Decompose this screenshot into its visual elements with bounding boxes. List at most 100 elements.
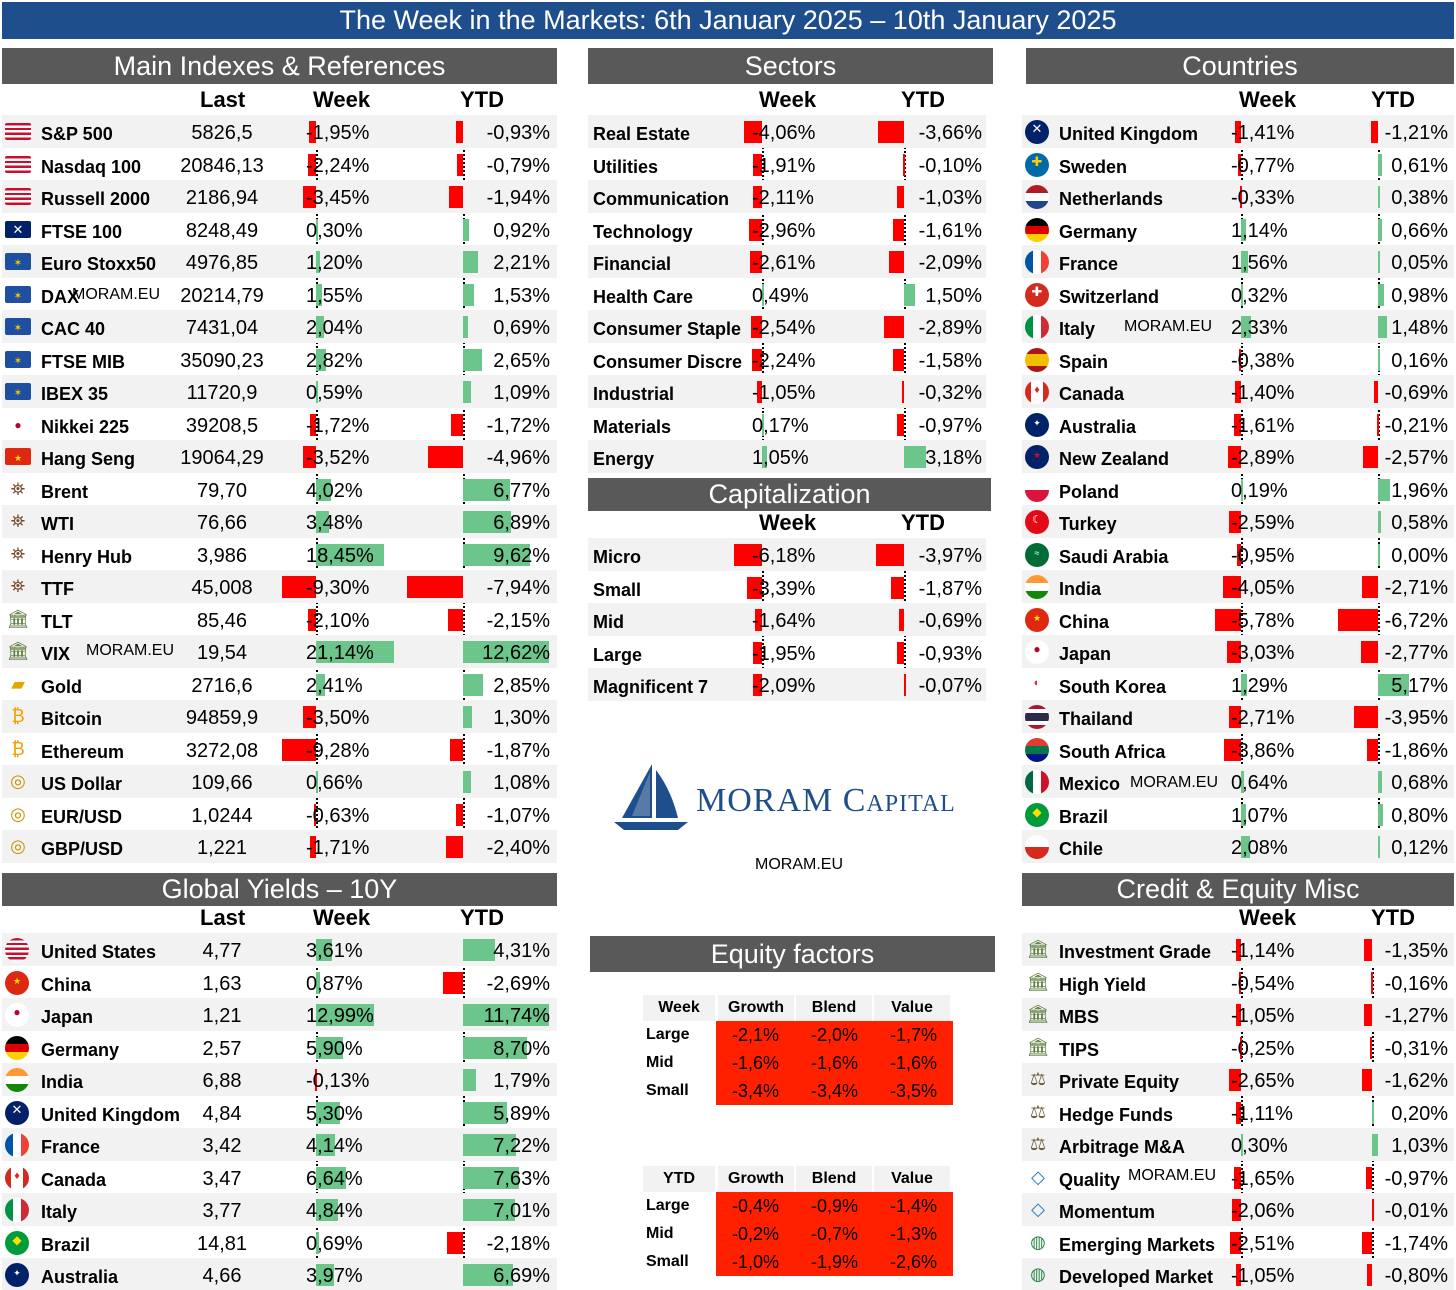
main-row[interactable]: ◎ EUR/USD 1,0244 -0,63% -1,07%: [2, 798, 557, 831]
countries-week-value: 0,19%: [1231, 479, 1288, 502]
main-row[interactable]: ✶ IBEX 35 11720,9 0,59% 1,09%: [2, 375, 557, 408]
sectors-row[interactable]: Technology -2,96% -1,61%: [588, 213, 986, 246]
credit-row[interactable]: 🏛 High Yield -0,54% -0,16%: [1022, 966, 1454, 999]
sectors-row[interactable]: Energy 1,05% 3,18%: [588, 440, 986, 473]
capitalization-row[interactable]: Magnificent 7 -2,09% -0,07%: [588, 668, 986, 701]
main-row[interactable]: ✕ FTSE 100 8248,49 0,30% 0,92%: [2, 213, 557, 246]
credit-row[interactable]: ◍ Emerging Markets -2,51% -1,74%: [1022, 1226, 1454, 1259]
main-last-value: 20214,79: [180, 284, 264, 307]
credit-row[interactable]: ⚖ Private Equity -2,65% -1,62%: [1022, 1063, 1454, 1096]
credit-ytd-bar: [1367, 1264, 1372, 1286]
countries-row[interactable]: South Africa -3,86% -1,86%: [1022, 733, 1454, 766]
countries-ytd-value: 1,48%: [1391, 317, 1448, 339]
main-row[interactable]: Nasdaq 100 20846,13 -2,24% -0,79%: [2, 148, 557, 181]
main-row[interactable]: ⛯ Brent 79,70 4,02% 6,77%: [2, 473, 557, 506]
yields-row[interactable]: India 6,88 -0,13% 1,79%: [2, 1063, 557, 1096]
credit-row[interactable]: ◇ Momentum -2,06% -0,01%: [1022, 1193, 1454, 1226]
countries-row[interactable]: Mexico 0,64% 0,68%: [1022, 765, 1454, 798]
sectors-row[interactable]: Real Estate -4,06% -3,66%: [588, 115, 986, 148]
countries-row[interactable]: ★ China -5,78% -6,72%: [1022, 603, 1454, 636]
credit-row[interactable]: ◍ Developed Market -1,05% -0,80%: [1022, 1258, 1454, 1290]
main-row[interactable]: ✶ FTSE MIB 35090,23 2,82% 2,65%: [2, 343, 557, 376]
main-row[interactable]: 🏛 TLT 85,46 -2,10% -2,15%: [2, 603, 557, 636]
yields-row[interactable]: ✕ United Kingdom 4,84 5,30% 5,89%: [2, 1096, 557, 1129]
main-row[interactable]: ⛯ Henry Hub 3,986 18,45% 9,62%: [2, 538, 557, 571]
capitalization-row[interactable]: Small -3,39% -1,87%: [588, 571, 986, 604]
countries-row[interactable]: ✚ Sweden -0,77% 0,61%: [1022, 148, 1454, 181]
sectors-row[interactable]: Communication -2,11% -1,03%: [588, 180, 986, 213]
capitalization-row[interactable]: Large -1,95% -0,93%: [588, 636, 986, 669]
countries-row[interactable]: ♦ Canada -1,40% -0,69%: [1022, 375, 1454, 408]
sectors-row[interactable]: Health Care 0,49% 1,50%: [588, 278, 986, 311]
sectors-row[interactable]: Materials 0,17% -0,97%: [588, 408, 986, 441]
sectors-row[interactable]: Utilities -1,91% -0,10%: [588, 148, 986, 181]
main-row[interactable]: Russell 2000 2186,94 -3,45% -1,94%: [2, 180, 557, 213]
factors-col-header: Value: [874, 995, 950, 1021]
yields-row[interactable]: ◆ Brazil 14,81 0,69% -2,18%: [2, 1226, 557, 1259]
main-row[interactable]: ● Nikkei 225 39208,5 -1,72% -1,72%: [2, 408, 557, 441]
yields-name: Italy: [41, 1202, 78, 1222]
main-week-value: -3,45%: [306, 187, 370, 209]
credit-row[interactable]: ⚖ Arbitrage M&A 0,30% 1,03%: [1022, 1128, 1454, 1161]
countries-row[interactable]: France 1,56% 0,05%: [1022, 245, 1454, 278]
countries-row[interactable]: Germany 1,14% 0,66%: [1022, 213, 1454, 246]
credit-row[interactable]: 🏛 TIPS -0,25% -0,31%: [1022, 1031, 1454, 1064]
main-row[interactable]: ✶ Euro Stoxx50 4976,85 1,20% 2,21%: [2, 245, 557, 278]
factors-cell: -0,4%: [716, 1192, 795, 1220]
countries-row[interactable]: Chile 2,08% 0,12%: [1022, 830, 1454, 863]
main-row[interactable]: ◎ US Dollar 109,66 0,66% 1,08%: [2, 765, 557, 798]
yields-row[interactable]: Italy 3,77 4,84% 7,01%: [2, 1193, 557, 1226]
main-row[interactable]: ⛯ TTF 45,008 -9,30% -7,94%: [2, 570, 557, 603]
yields-row[interactable]: ♦ Canada 3,47 6,64% 7,63%: [2, 1161, 557, 1194]
sectors-row[interactable]: Consumer Staple -2,54% -2,89%: [588, 310, 986, 343]
main-row[interactable]: ★ Hang Seng 19064,29 -3,52% -4,96%: [2, 440, 557, 473]
countries-row[interactable]: ◆ Brazil 1,07% 0,80%: [1022, 798, 1454, 831]
yields-row[interactable]: ✦ Australia 4,66 3,97% 6,69%: [2, 1258, 557, 1290]
main-row[interactable]: ✶ DAX 20214,79 1,55% 1,53%: [2, 278, 557, 311]
credit-row[interactable]: 🏛 MBS -1,05% -1,27%: [1022, 998, 1454, 1031]
sectors-row[interactable]: Financial -2,61% -2,09%: [588, 245, 986, 278]
countries-row[interactable]: ✦ Australia -1,61% -0,21%: [1022, 408, 1454, 441]
capitalization-row[interactable]: Micro -6,18% -3,97%: [588, 538, 986, 571]
sectors-row[interactable]: Consumer Discre -2,24% -1,58%: [588, 343, 986, 376]
countries-row[interactable]: ★ New Zealand -2,89% -2,57%: [1022, 440, 1454, 473]
main-last-value: 79,70: [196, 479, 248, 502]
main-row[interactable]: ⛯ WTI 76,66 3,48% 6,89%: [2, 505, 557, 538]
credit-row[interactable]: 🏛 Investment Grade -1,14% -1,35%: [1022, 933, 1454, 966]
countries-row[interactable]: Spain -0,38% 0,16%: [1022, 343, 1454, 376]
countries-row[interactable]: Poland 0,19% 1,96%: [1022, 473, 1454, 506]
capitalization-row[interactable]: Mid -1,64% -0,69%: [588, 603, 986, 636]
countries-row[interactable]: ● Japan -3,03% -2,77%: [1022, 635, 1454, 668]
countries-row[interactable]: Netherlands -0,33% 0,38%: [1022, 180, 1454, 213]
countries-table: ✕ United Kingdom -1,41% -1,21% ✚ Sweden -0,77%…: [1022, 115, 1454, 863]
yields-row[interactable]: Germany 2,57 5,90% 8,70%: [2, 1031, 557, 1064]
yields-row[interactable]: France 3,42 4,14% 7,22%: [2, 1128, 557, 1161]
yields-row[interactable]: ● Japan 1,21 12,99% 11,74%: [2, 998, 557, 1031]
yields-row[interactable]: ★ China 1,63 0,87% -2,69%: [2, 966, 557, 999]
main-row[interactable]: ₿ Bitcoin 94859,9 -3,50% 1,30%: [2, 700, 557, 733]
yields-last-value: 3,47: [202, 1167, 242, 1190]
countries-row[interactable]: ≈ Saudi Arabia -0,95% 0,00%: [1022, 538, 1454, 571]
countries-row[interactable]: Thailand -2,71% -3,95%: [1022, 700, 1454, 733]
main-row[interactable]: ◎ GBP/USD 1,221 -1,71% -2,40%: [2, 830, 557, 863]
countries-name: Poland: [1059, 481, 1120, 502]
moram-url[interactable]: MORAM.EU: [755, 856, 843, 873]
credit-row[interactable]: ⚖ Hedge Funds -1,11% 0,20%: [1022, 1096, 1454, 1129]
countries-row[interactable]: ☾ Turkey -2,59% 0,58%: [1022, 505, 1454, 538]
eu-flag-icon: ✶: [5, 350, 31, 368]
main-row[interactable]: S&P 500 5826,5 -1,95% -0,93%: [2, 115, 557, 148]
countries-row[interactable]: India -4,05% -2,71%: [1022, 570, 1454, 603]
credit-row[interactable]: ◇ Quality -1,65% -0,97%: [1022, 1161, 1454, 1194]
countries-row[interactable]: ✕ United Kingdom -1,41% -1,21%: [1022, 115, 1454, 148]
main-row[interactable]: ▰ Gold 2716,6 2,41% 2,85%: [2, 668, 557, 701]
main-last-value: 4976,85: [185, 252, 259, 274]
yields-row[interactable]: United States 4,77 3,61% 4,31%: [2, 933, 557, 966]
countries-name: Saudi Arabia: [1059, 546, 1169, 567]
countries-row[interactable]: ◐ South Korea 1,29% 5,17%: [1022, 668, 1454, 701]
countries-row[interactable]: Italy 2,33% 1,48%: [1022, 310, 1454, 343]
countries-row[interactable]: ✚ Switzerland 0,32% 0,98%: [1022, 278, 1454, 311]
main-row[interactable]: ₿ Ethereum 3272,08 -9,28% -1,87%: [2, 733, 557, 766]
main-row[interactable]: 🏛 VIX 19,54 21,14% 12,62%: [2, 635, 557, 668]
sectors-row[interactable]: Industrial -1,05% -0,32%: [588, 375, 986, 408]
main-row[interactable]: ✶ CAC 40 7431,04 2,04% 0,69%: [2, 310, 557, 343]
